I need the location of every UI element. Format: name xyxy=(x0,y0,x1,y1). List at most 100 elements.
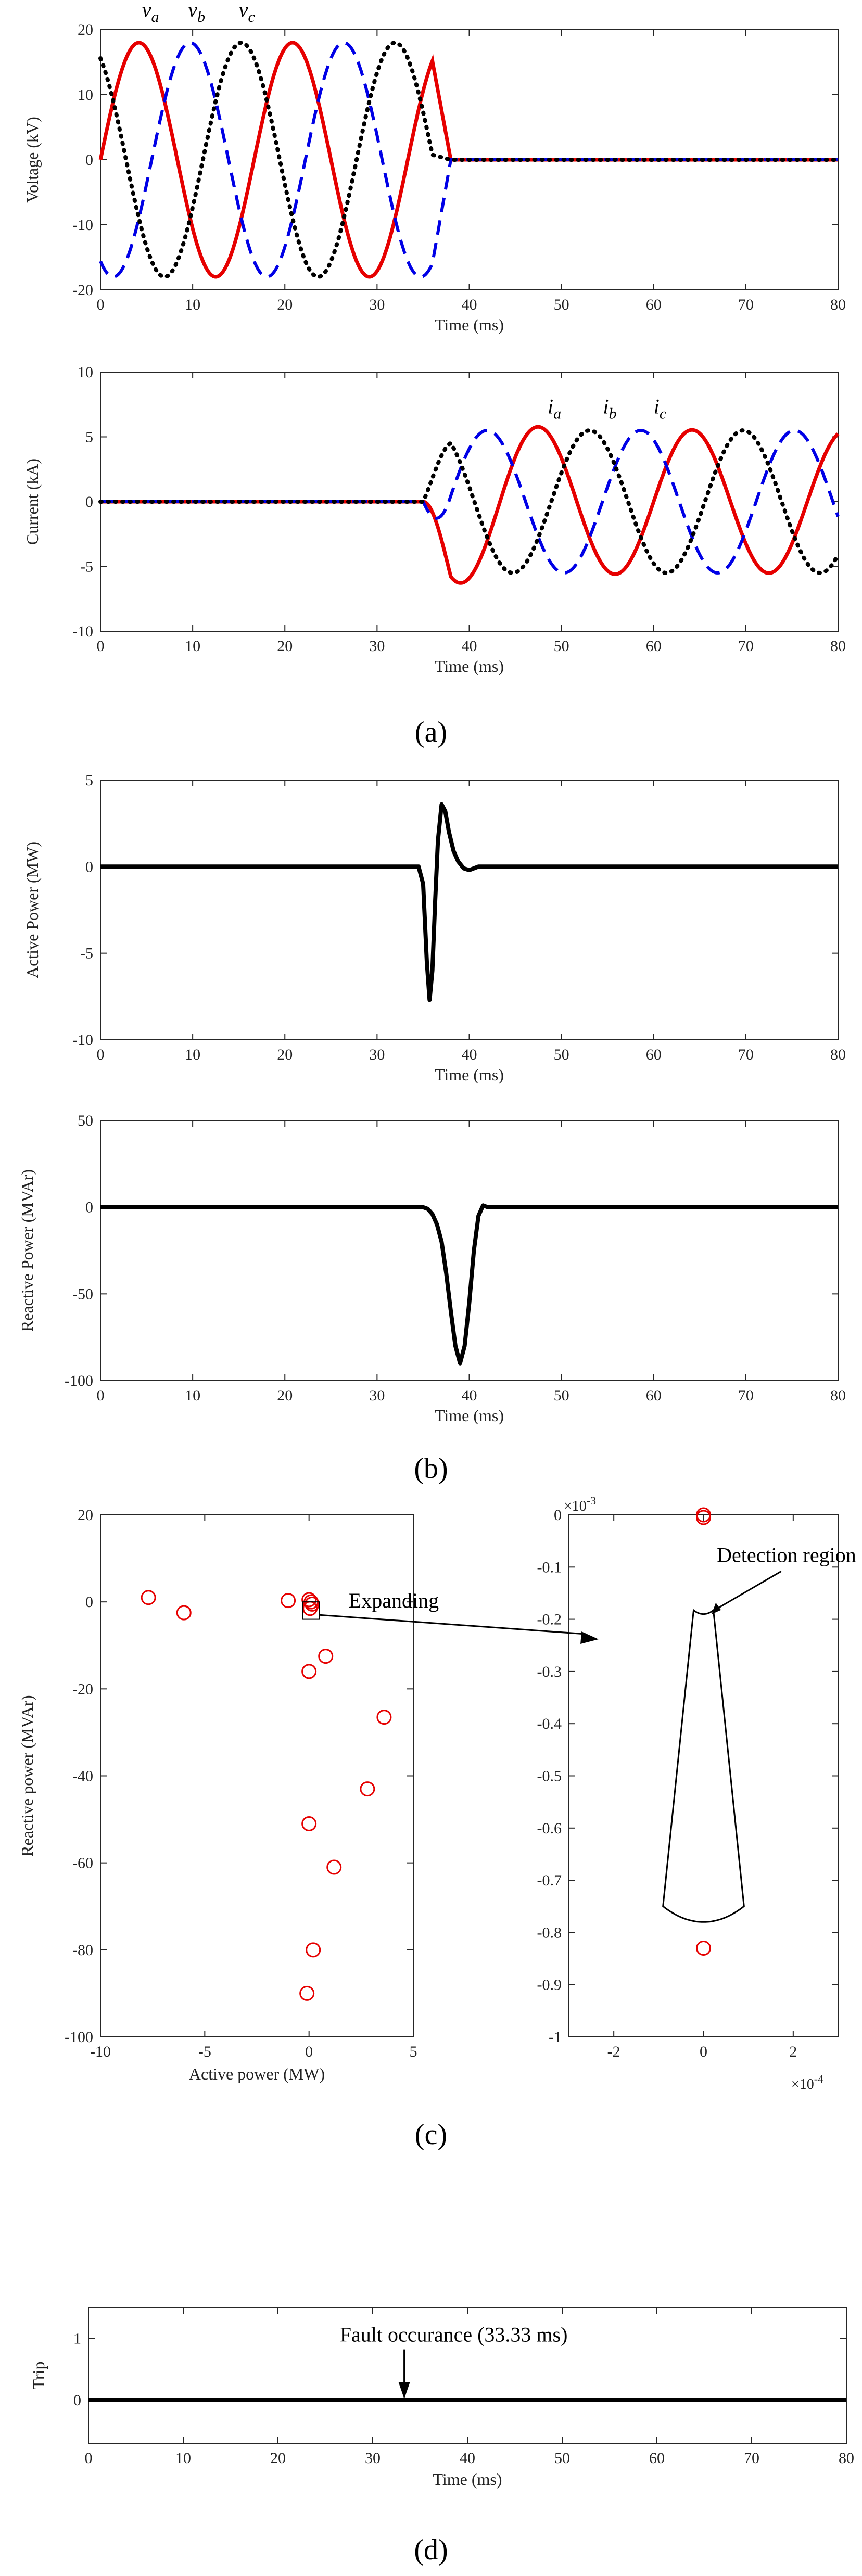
x-tick-label: 0 xyxy=(305,2043,313,2060)
pq-scatter-chart: -10 -5 0 5 -100 -80 -60 -40 -20 0 20 Active power (… xyxy=(18,1507,439,2083)
pq-expanded-chart: -2 0 2 -1 -0.9 -0.8 -0.7 -0.6 -0.5 -0.4 -0.3 -0.2 -0… xyxy=(537,1494,856,2093)
y-tick-label: -20 xyxy=(72,282,93,299)
scatter-point xyxy=(301,1664,317,1679)
plot-frame xyxy=(100,1120,839,1381)
series-i_a-label: ia xyxy=(548,395,561,423)
series-i_b-label: ib xyxy=(603,395,616,423)
x-tick-label: 70 xyxy=(744,2450,759,2467)
x-tick-label: 10 xyxy=(175,2450,191,2467)
x-tick-label: 70 xyxy=(738,1387,754,1404)
y-tick-label: -0.3 xyxy=(537,1663,562,1680)
y-tick-label: 20 xyxy=(78,1507,93,1524)
y-tick-label: 20 xyxy=(78,21,93,39)
x-tick-label: 0 xyxy=(97,637,105,655)
x-tick-label: 60 xyxy=(649,2450,665,2467)
x-tick-label: 50 xyxy=(554,1387,569,1404)
reactive-power-chart: 0 10 20 30 40 50 60 70 80 -100 -50 0 50 Time (ms) Reac… xyxy=(18,1112,846,1425)
y-tick-label: 5 xyxy=(85,772,93,789)
y-tick-label: 10 xyxy=(78,86,93,104)
y-tick-label: 0 xyxy=(85,858,93,875)
x-axis-label: Time (ms) xyxy=(435,1065,504,1084)
series-line-Q xyxy=(100,1203,838,1366)
x-tick-label: 0 xyxy=(97,1387,105,1404)
panel-label-d: (d) xyxy=(414,2534,448,2566)
x-tick-label: 40 xyxy=(460,2450,475,2467)
y-tick-label: -10 xyxy=(72,216,93,234)
x-tick-label: 50 xyxy=(554,637,569,655)
y-tick-label: 10 xyxy=(78,364,93,381)
x-tick-label: 60 xyxy=(646,637,662,655)
x-tick-label: 70 xyxy=(738,1046,754,1063)
x-axis-label: Time (ms) xyxy=(435,657,504,675)
active-power-chart: 0 10 20 30 40 50 60 70 80 -10 -5 0 5 Time (ms) Active … xyxy=(23,772,846,1084)
y-tick-label: -80 xyxy=(72,1942,93,1959)
x-tick-label: 30 xyxy=(365,2450,381,2467)
y-tick-label: -1 xyxy=(549,2029,562,2046)
x-tick-label: 60 xyxy=(646,1046,662,1063)
panel-label-c: (c) xyxy=(415,2119,447,2151)
x-tick-label: 40 xyxy=(462,1046,477,1063)
y-tick-label: -100 xyxy=(65,1372,93,1389)
scatter-point xyxy=(318,1649,334,1664)
x-tick-label: 0 xyxy=(85,2450,93,2467)
y-multiplier: ×10-3 xyxy=(564,1494,596,1514)
y-tick-label: -10 xyxy=(72,1031,93,1049)
x-tick-label: 30 xyxy=(369,1387,385,1404)
y-tick-label: 50 xyxy=(78,1112,93,1129)
y-tick-label: -0.8 xyxy=(537,1924,562,1941)
x-tick-label: 30 xyxy=(369,637,385,655)
x-tick-label: 70 xyxy=(738,637,754,655)
y-axis-label: Current (kA) xyxy=(23,458,42,545)
fault-arrow-head xyxy=(398,2382,410,2399)
x-tick-label: 60 xyxy=(646,1387,662,1404)
series-v_b-label: vb xyxy=(188,0,205,25)
expanding-annotation: Expanding xyxy=(349,1589,439,1612)
series-line-i_c xyxy=(98,428,840,575)
x-tick-label: 80 xyxy=(830,637,846,655)
y-tick-label: -5 xyxy=(80,945,93,962)
series-v_a-label: va xyxy=(142,0,159,25)
x-tick-label: 20 xyxy=(277,1046,293,1063)
detection-region-arrow-line xyxy=(714,1570,782,1611)
expand-box xyxy=(302,1601,320,1620)
x-tick-label: 70 xyxy=(738,296,754,313)
detection-region-arrow-head xyxy=(712,1602,721,1614)
x-tick-label: 10 xyxy=(185,637,200,655)
y-axis-label: Trip xyxy=(29,2362,48,2390)
y-tick-label: -0.2 xyxy=(537,1611,562,1628)
scatter-point xyxy=(176,1605,192,1621)
x-tick-label: 20 xyxy=(277,296,293,313)
y-tick-label: 0 xyxy=(85,151,93,169)
y-axis-label: Active Power (MW) xyxy=(23,841,42,978)
scatter-point xyxy=(696,1510,711,1525)
x-tick-label: 0 xyxy=(97,296,105,313)
x-tick-label: 40 xyxy=(462,296,477,313)
y-tick-label: -5 xyxy=(80,558,93,576)
y-axis-label: Voltage (kV) xyxy=(23,117,42,203)
y-tick-label: -0.4 xyxy=(537,1715,562,1732)
x-tick-label: 80 xyxy=(839,2450,854,2467)
y-tick-label: -10 xyxy=(72,623,93,640)
x-tick-label: 20 xyxy=(270,2450,286,2467)
x-tick-label: 5 xyxy=(410,2043,417,2060)
x-axis-label: Time (ms) xyxy=(435,315,504,334)
x-tick-label: -10 xyxy=(90,2043,111,2060)
x-axis-label: Active power (MW) xyxy=(189,2064,325,2083)
series-line-P xyxy=(100,802,838,1002)
detection-region-annotation: Detection region xyxy=(717,1543,856,1566)
x-tick-label: 20 xyxy=(277,1387,293,1404)
scatter-point xyxy=(696,1940,711,1956)
x-multiplier: ×10-4 xyxy=(791,2072,823,2093)
x-tick-label: 50 xyxy=(554,296,569,313)
x-tick-label: 40 xyxy=(462,637,477,655)
x-tick-label: 10 xyxy=(185,1387,200,1404)
x-tick-label: 10 xyxy=(185,296,200,313)
fault-annotation: Fault occurance (33.33 ms) xyxy=(340,2323,568,2346)
x-tick-label: 60 xyxy=(646,296,662,313)
x-tick-label: 20 xyxy=(277,637,293,655)
x-tick-label: 80 xyxy=(830,1387,846,1404)
x-tick-label: 2 xyxy=(789,2043,797,2060)
y-tick-label: -40 xyxy=(72,1768,93,1785)
scatter-point xyxy=(281,1593,296,1609)
